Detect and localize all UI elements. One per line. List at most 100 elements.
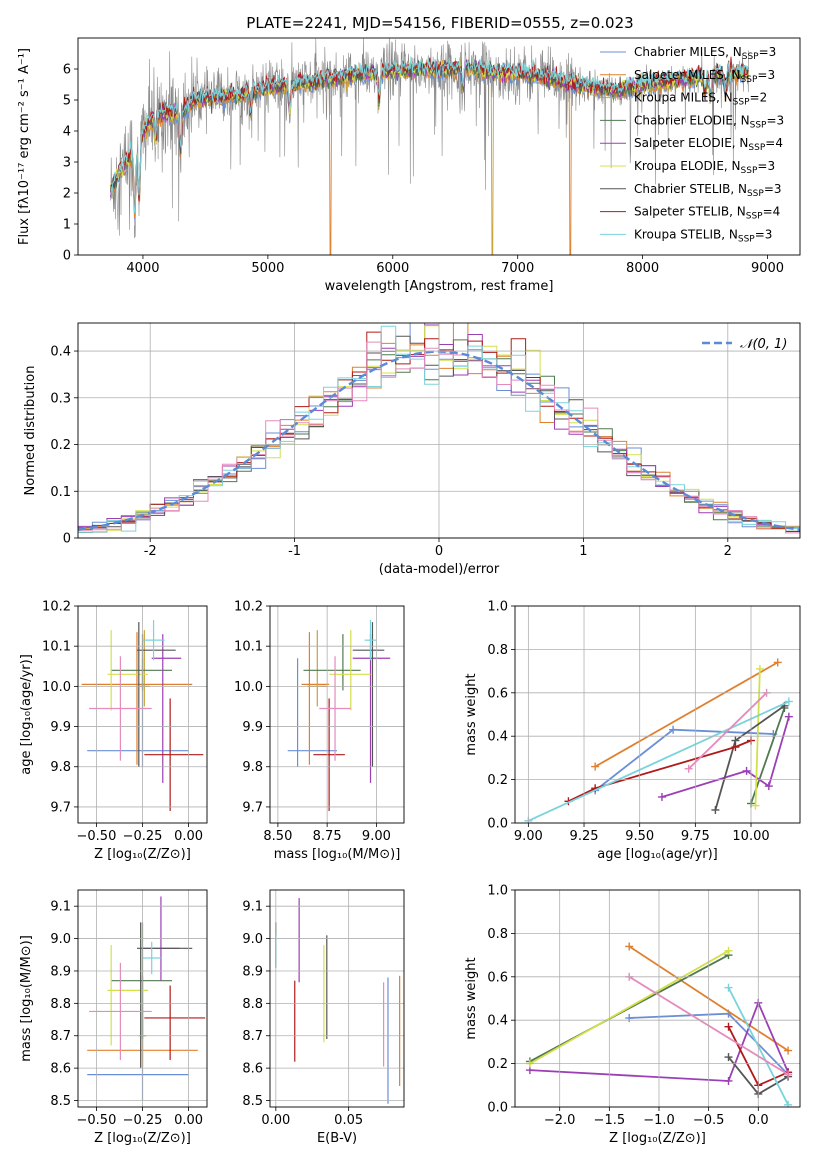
y-tick-label: 8.6 [242,1062,263,1077]
y-tick-label: 0.2 [487,1057,508,1072]
weight-series [747,703,789,808]
weight-marker [784,712,793,721]
y-tick-label: 0.0 [487,1101,508,1116]
y-tick-label: 5 [63,94,71,109]
errorbar-point [87,1009,189,1101]
legend-entry: Chabrier ELODIE, NSSP=3 [634,113,784,130]
weight-marker [724,983,733,992]
weight-series [591,658,782,771]
x-tick-label: −0.25 [123,829,163,844]
plot-area [275,898,401,1104]
x-tick-label: 0.00 [261,1113,290,1128]
weight-marker [724,1076,733,1085]
y-axis-label: Flux [fλ10⁻¹⁷ erg cm⁻² s⁻¹ A⁻¹] [17,48,32,245]
weight-line [529,954,729,1063]
errorbar-point [329,630,371,711]
y-tick-label: 1.0 [487,884,508,899]
y-tick-label: 10.1 [234,640,263,655]
x-axis-label: Z [log₁₀(Z/Z⊙)] [94,1131,191,1146]
weight-line [528,700,790,822]
x-tick-label: 10.00 [732,829,769,844]
x-tick-label: 4000 [126,261,159,276]
y-tick-label: 0.4 [487,730,508,745]
x-axis-label: wavelength [Angstrom, rest frame] [325,279,554,294]
y-tick-label: 10.2 [42,600,71,615]
weight-marker [625,942,634,951]
weight-marker [731,743,740,752]
x-tick-label: 9.00 [514,829,543,844]
x-tick-label: 0.00 [174,829,203,844]
y-axis-label: mass weight [464,957,479,1039]
errorbar-point [144,698,204,811]
axes-frame [77,889,208,1108]
legend-entry: 𝒩(0, 1) [740,337,787,352]
y-tick-label: 9.1 [242,900,263,915]
y-axis-label: Normed distribution [23,366,38,496]
y-tick-label: 0.3 [50,391,71,406]
y-tick-label: 0.4 [50,345,71,360]
y-tick-label: 3 [63,156,71,171]
plot-area [287,620,391,811]
errorbar-point [136,922,193,1069]
errorbar-point [138,630,150,707]
x-tick-label: −1.0 [643,1113,675,1128]
x-tick-label: 8.75 [313,829,342,844]
model-spectrum-line [110,56,749,213]
x-tick-label: −2.0 [544,1113,576,1128]
y-tick-label: 9.7 [50,800,71,815]
weight-line [754,668,761,806]
y-tick-label: 9.9 [50,720,71,735]
weight-marker [773,658,782,667]
weight-marker [669,725,678,734]
weight-marker [724,946,733,955]
weight-line [594,728,774,792]
x-tick-label: 0 [435,544,443,559]
y-tick-label: 10.0 [42,680,71,695]
panels: 4000 5000 6000 7000 8000 9000 0 1 2 3 4 5 6 wavelengt… [17,37,801,1146]
x-axis-label: age [log₁₀(age/yr)] [597,847,718,862]
weight-marker [784,1070,793,1079]
panel-age_weights: 9.00 9.25 9.50 9.75 10.00 0.0 0.2 0.4 0.6 0.8 1.0 a… [464,600,801,862]
x-tick-label: -2 [144,544,157,559]
y-tick-label: 8.9 [50,964,71,979]
x-tick-label: −0.50 [77,1113,117,1128]
figure-title: PLATE=2241, MJD=54156, FIBERID=0555, z=0… [246,14,633,32]
y-tick-label: 6 [63,63,71,78]
x-tick-label: 6000 [376,261,409,276]
weight-series [525,946,733,1068]
weight-marker [742,766,751,775]
x-axis-label: mass [log₁₀(M/M⊙)] [274,847,401,862]
plot-area [87,896,206,1101]
x-tick-label: 9.00 [362,829,391,844]
x-tick-label: 2 [724,544,732,559]
x-axis-label: (data-model)/error [379,562,500,577]
x-axis-label: Z [log₁₀(Z/Z⊙)] [94,847,191,862]
weight-marker [724,1022,733,1031]
y-tick-label: 8.8 [50,997,71,1012]
x-tick-label: 8.50 [263,829,292,844]
axes-frame [77,322,801,539]
legend-entry: Salpeter MILES, NSSP=3 [634,68,775,85]
weight-marker [764,782,773,791]
weight-line [594,661,779,768]
x-tick-label: 5000 [251,261,284,276]
weight-marker [591,762,600,771]
errorbar-point [352,622,385,767]
legend-entry: Chabrier MILES, NSSP=3 [634,45,776,62]
x-tick-label: 1 [579,544,587,559]
panel-Z_vs_mass: −0.50 −0.25 0.00 8.5 8.6 8.7 8.8 8.9 9.0 9.1 Z [lo… [19,889,208,1146]
y-tick-label: 0 [63,249,71,264]
weight-marker [724,1053,733,1062]
y-tick-label: 0.6 [487,970,508,985]
errorbar-point [301,632,330,765]
weight-series [751,664,764,810]
errorbar-point [107,630,149,711]
y-axis-label: age [log₁₀(age/yr)] [19,654,34,775]
weight-marker [784,697,793,706]
x-tick-label: 0.00 [174,1113,203,1128]
weight-marker [784,1100,793,1107]
weight-marker [711,805,720,814]
plot-area [524,658,793,823]
y-tick-label: 8.5 [50,1094,71,1109]
